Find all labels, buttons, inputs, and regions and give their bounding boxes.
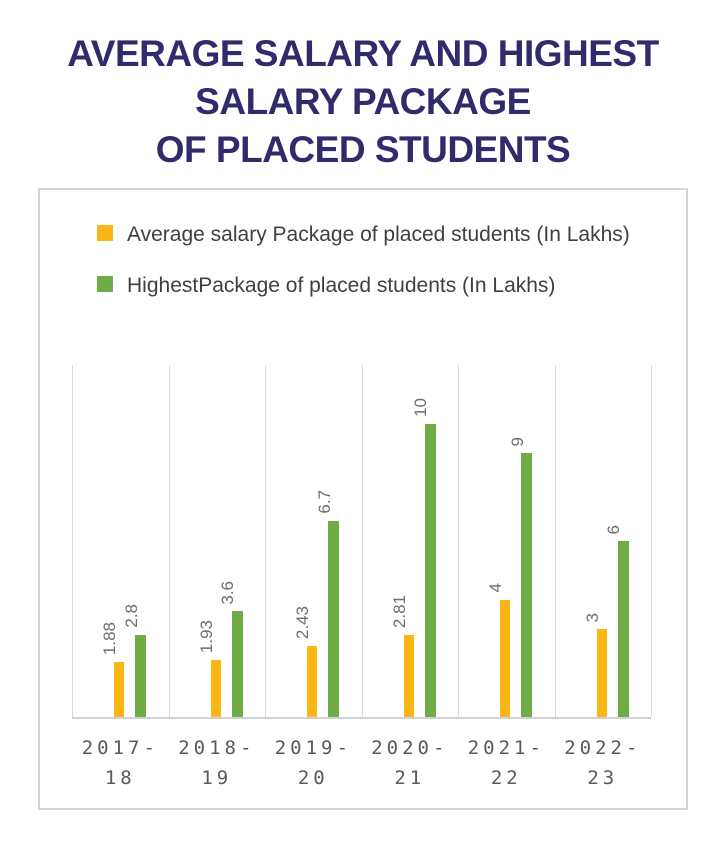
gridline <box>362 365 363 717</box>
gridline <box>458 365 459 717</box>
x-tick-label: 2021- 22 <box>467 737 545 789</box>
gridline <box>72 365 73 717</box>
legend-label: HighestPackage of placed students (In La… <box>127 274 556 297</box>
x-tick-label: 2019- 20 <box>274 737 352 789</box>
bar-value-label: 10 <box>411 397 431 417</box>
bar-value-label: 9 <box>507 436 527 446</box>
bar-average-salary <box>596 629 607 717</box>
page-title-line-1: AVERAGE SALARY AND HIGHEST <box>67 33 659 74</box>
x-tick-label: 2018- 19 <box>178 737 256 789</box>
bar-highest-package <box>424 423 436 717</box>
bar-highest-package <box>617 541 629 717</box>
chart-card: Average salary Package of placed student… <box>38 188 688 810</box>
page-title-line-2: SALARY PACKAGE <box>195 81 531 122</box>
gridline <box>169 365 170 717</box>
bar-value-label: 2.81 <box>389 594 409 628</box>
bar-average-salary <box>307 645 318 717</box>
bar-value-label: 4 <box>486 583 506 593</box>
gridline <box>555 365 556 717</box>
bar-value-label: 1.93 <box>196 620 216 654</box>
page-title-line-3: OF PLACED STUDENTS <box>155 129 571 170</box>
plot-area: 1.88 2.8 1.93 3.6 2.43 6.7 2.81 10 4 9 3 6 <box>72 365 652 719</box>
bar-value-label: 3 <box>582 612 602 622</box>
page-title: AVERAGE SALARY AND HIGHEST SALARY PACKAG… <box>0 30 726 174</box>
bar-value-label: 2.43 <box>293 605 313 639</box>
x-tick-label: 2017- 18 <box>81 737 159 789</box>
bar-highest-package <box>231 611 243 717</box>
legend-swatch-icon <box>97 225 113 241</box>
bar-value-label: 2.8 <box>121 604 141 628</box>
bar-value-label: 6 <box>604 524 624 534</box>
legend-swatch-icon <box>97 276 113 292</box>
bar-average-salary <box>403 634 414 717</box>
gridline <box>651 365 652 717</box>
legend-item-1: HighestPackage of placed students (In La… <box>97 269 657 302</box>
bar-average-salary <box>210 660 221 717</box>
legend-item-0: Average salary Package of placed student… <box>97 218 657 251</box>
bar-average-salary <box>114 661 125 717</box>
bar-highest-package <box>521 453 533 717</box>
bar-highest-package <box>135 634 147 717</box>
x-tick-label: 2022- 23 <box>564 737 642 789</box>
bar-value-label: 3.6 <box>218 580 238 605</box>
x-tick-label: 2020- 21 <box>371 737 449 789</box>
legend: Average salary Package of placed student… <box>97 218 657 320</box>
gridline <box>265 365 266 717</box>
legend-label: Average salary Package of placed student… <box>127 223 630 246</box>
bar-value-label: 6.7 <box>314 489 334 514</box>
bar-value-label: 1.88 <box>100 621 120 655</box>
x-axis: 2017- 18 2018- 19 2019- 20 2020- 21 2021- 22… <box>72 733 651 797</box>
bar-average-salary <box>500 599 511 717</box>
bar-highest-package <box>328 520 340 717</box>
